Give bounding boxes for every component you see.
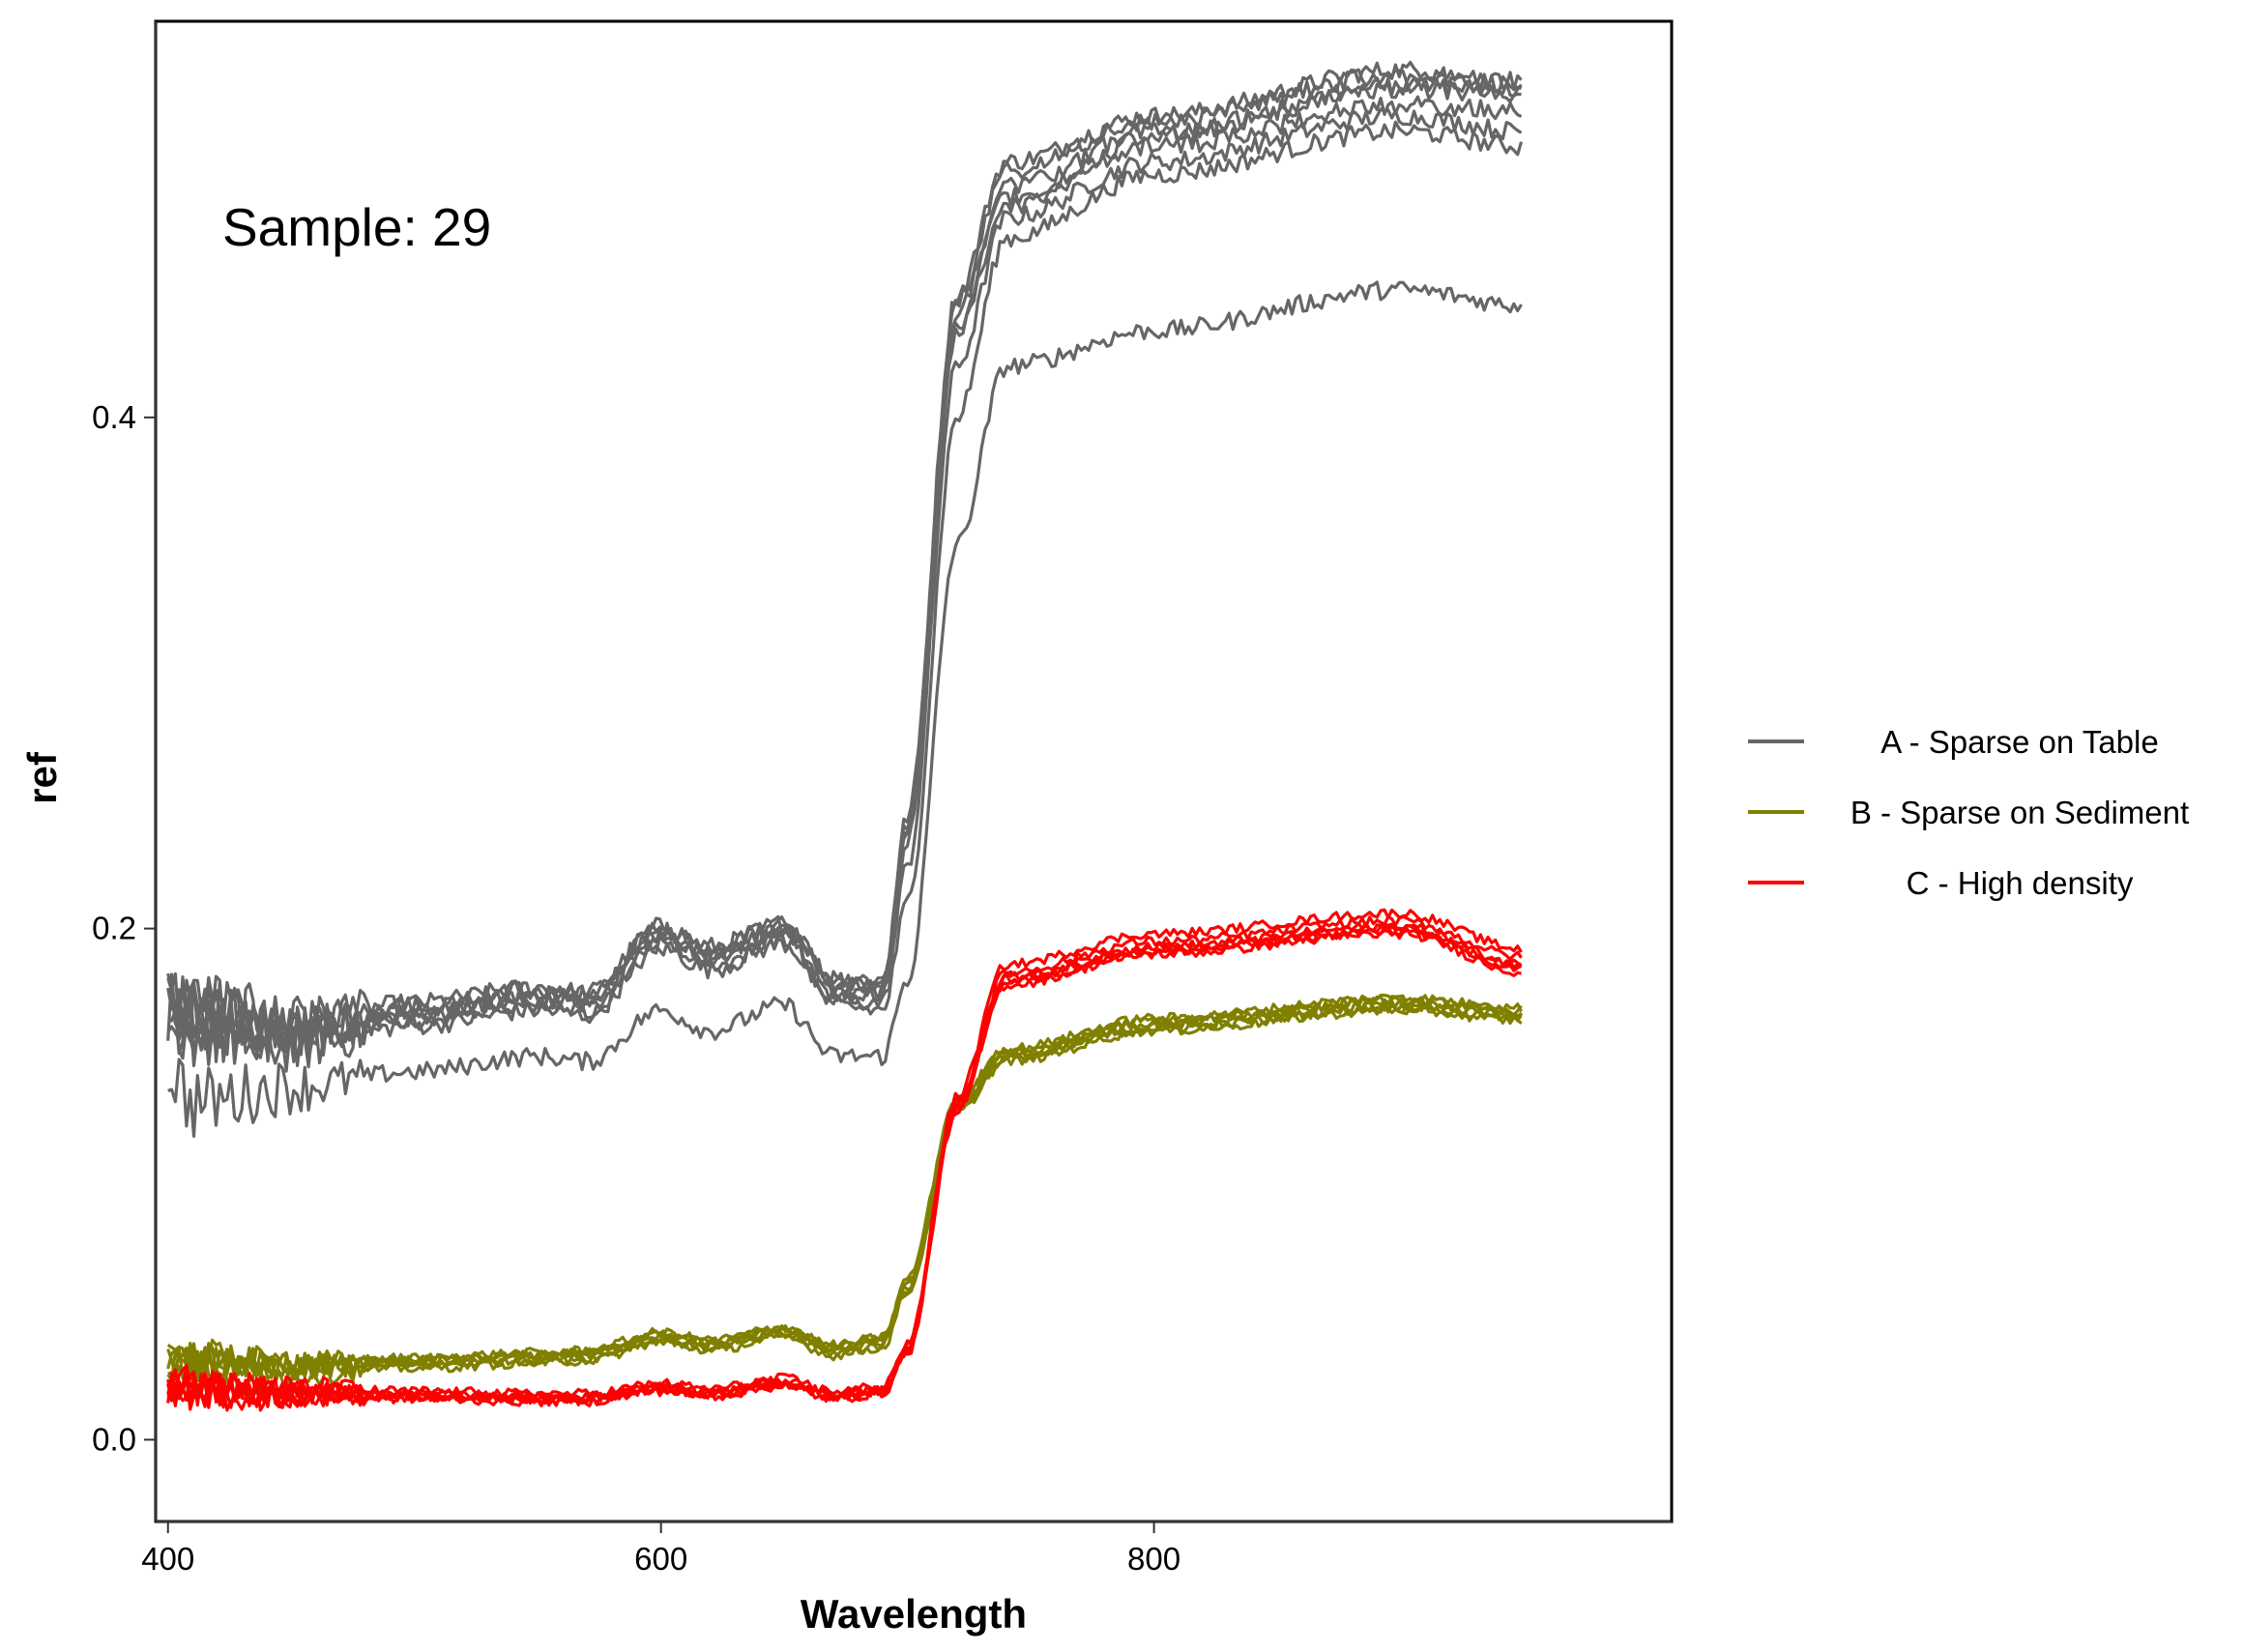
- series-1-curve-6: [167, 107, 1523, 1073]
- y-tick-label: 0.4: [92, 399, 136, 435]
- legend-label-3: C - High density: [1907, 865, 2134, 901]
- y-tick-label: 0.0: [92, 1421, 136, 1457]
- series-2-curve-6: [166, 1005, 1523, 1388]
- series-3-curve-6: [166, 925, 1523, 1409]
- series-1-curve-7: [167, 120, 1524, 1060]
- y-axis-title: ref: [19, 751, 65, 804]
- series-1-curve-8: [167, 280, 1523, 1138]
- series-1: [166, 60, 1524, 1138]
- series-2: [166, 993, 1523, 1388]
- y-tick-label: 0.2: [92, 911, 136, 946]
- x-tick-label: 800: [1127, 1541, 1180, 1577]
- x-axis-title: Wavelength: [801, 1591, 1027, 1637]
- x-axis: 400 600 800: [141, 1521, 1672, 1577]
- y-axis: 0.0 0.2 0.4: [92, 21, 157, 1522]
- series-3-curve-5: [166, 908, 1523, 1403]
- x-tick-label: 400: [141, 1541, 194, 1577]
- legend: A - Sparse on Table B - Sparse on Sedimen…: [1748, 724, 2189, 901]
- series-2-curve-5: [166, 993, 1523, 1377]
- legend-label-2: B - Sparse on Sediment: [1851, 795, 2189, 830]
- series-1-curve-5: [166, 60, 1523, 1046]
- sample-annotation: Sample: 29: [222, 197, 491, 257]
- series-2-curve-2: [166, 994, 1523, 1379]
- plot-series: [166, 60, 1524, 1412]
- legend-label-1: A - Sparse on Table: [1880, 724, 2158, 760]
- x-tick-label: 600: [634, 1541, 687, 1577]
- series-3: [166, 908, 1523, 1412]
